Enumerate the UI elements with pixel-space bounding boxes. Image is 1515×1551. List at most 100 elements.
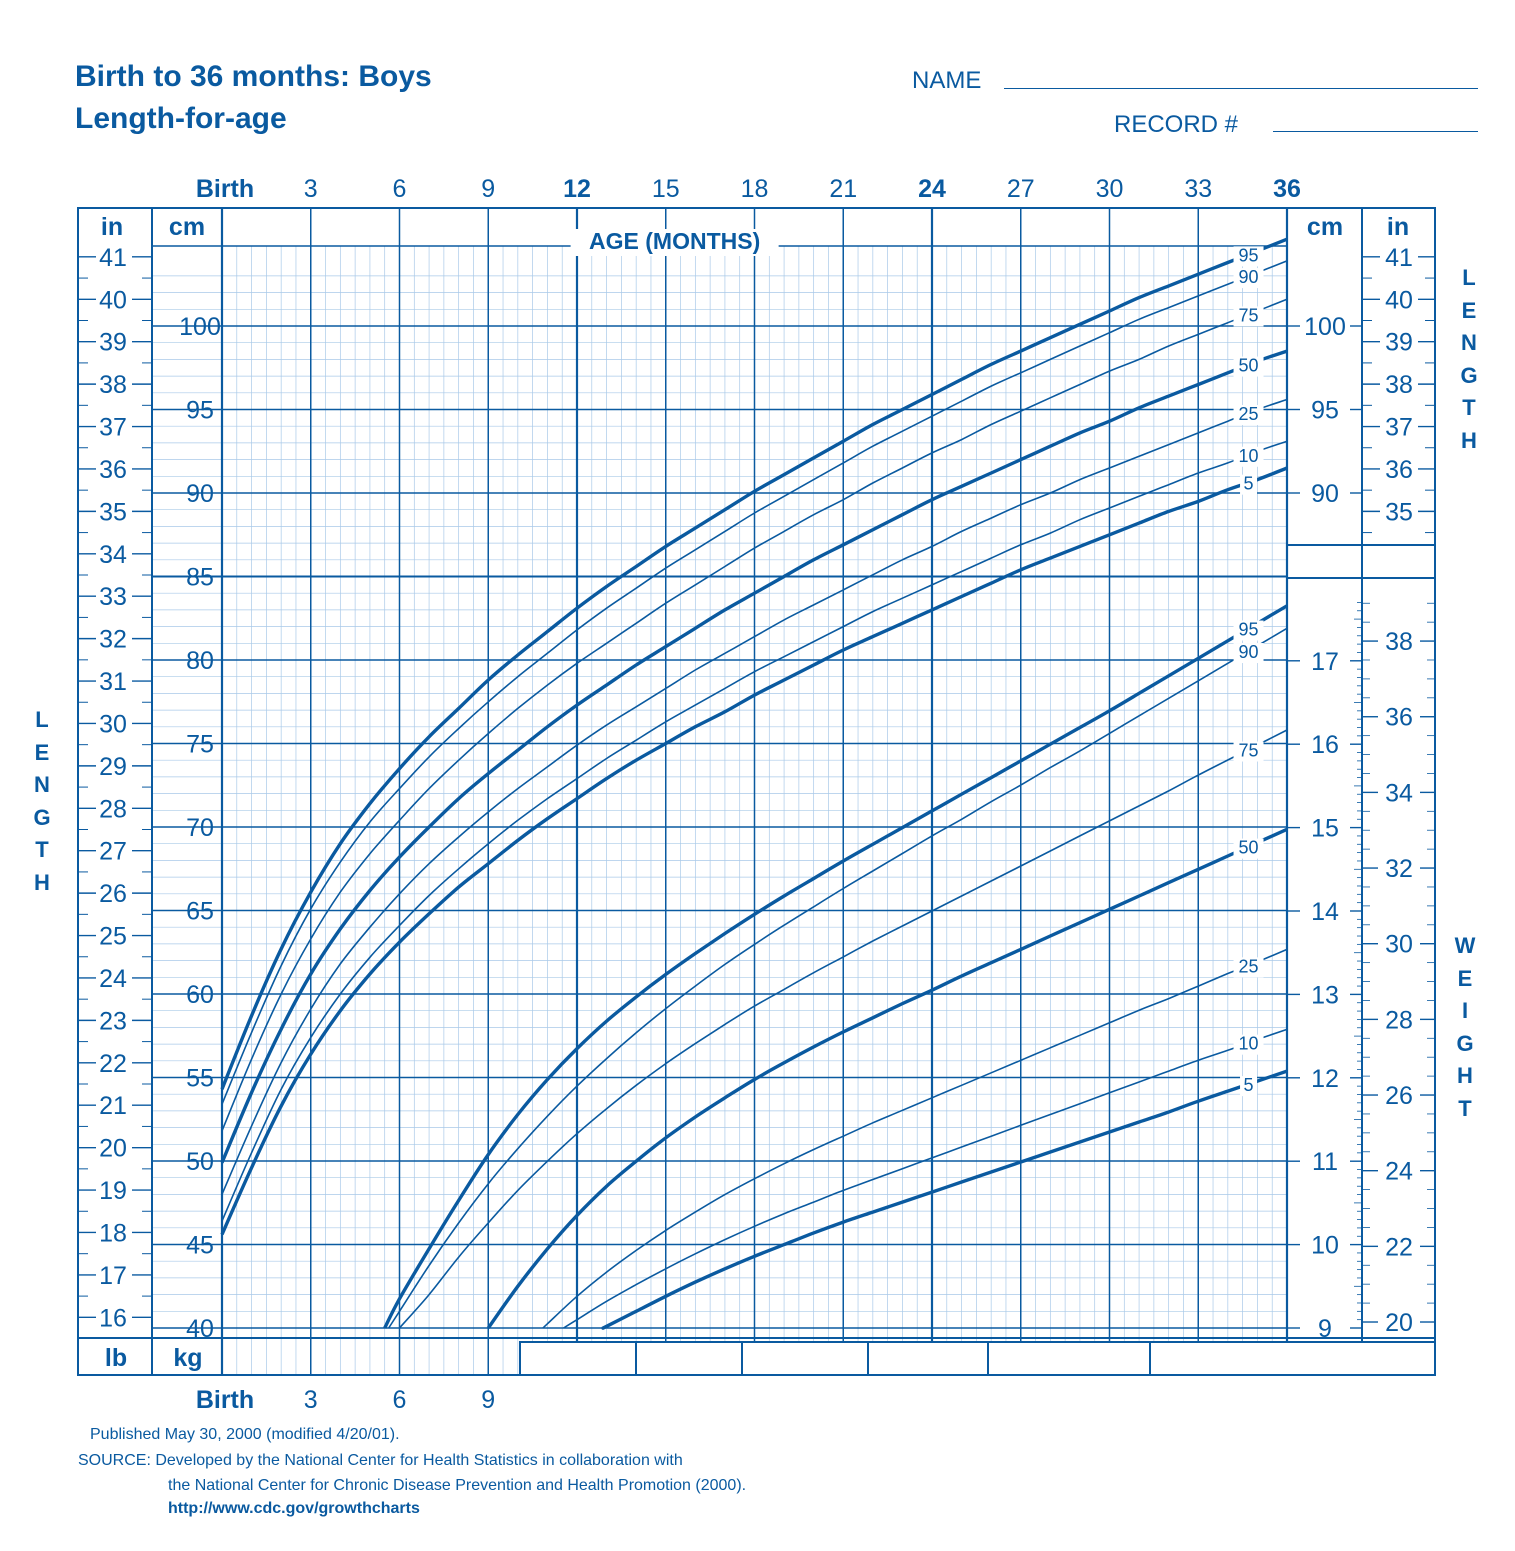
- in-tick-label-left: 40: [99, 286, 127, 314]
- x-tick-label-top: 30: [1096, 175, 1124, 203]
- x-tick-label-top: 33: [1184, 175, 1212, 203]
- weight-percentile-label-bg: [1233, 838, 1264, 859]
- x-axis-title: AGE (MONTHS): [589, 228, 760, 254]
- outer-frame: [77, 207, 1436, 1376]
- in-tick-label-left: 21: [99, 1092, 127, 1120]
- x-tick-label-bottom: 9: [481, 1386, 495, 1414]
- kg-tick-label: 11: [1312, 1148, 1338, 1176]
- length-percentile-label: 10: [1239, 446, 1259, 466]
- source-note: SOURCE: Developed by the National Center…: [78, 1452, 683, 1469]
- weight-curve-p25: [542, 948, 1288, 1329]
- in-tick-label-left: 20: [99, 1135, 127, 1163]
- x-tick-label-top: 12: [563, 175, 591, 203]
- unit-in-right: in: [1387, 213, 1409, 241]
- cm-tick-label-left: 65: [186, 898, 214, 926]
- weight-percentile-label-bg: [1233, 620, 1264, 641]
- weight-percentile-label: 5: [1244, 1075, 1254, 1095]
- in-tick-label-left: 16: [99, 1304, 127, 1332]
- kg-tick-label: 14: [1311, 898, 1339, 926]
- length-curve-p10: [221, 440, 1288, 1222]
- side-label-letter: E: [34, 739, 50, 765]
- x-tick-label-top: 3: [304, 175, 318, 203]
- unit-kg: kg: [173, 1344, 202, 1372]
- kg-tick-label: 17: [1311, 648, 1339, 676]
- cm-tick-label-left: 100: [179, 313, 221, 341]
- weight-curve-p10: [563, 1028, 1288, 1329]
- in-tick-label-right: 40: [1385, 286, 1413, 314]
- in-tick-label-left: 39: [99, 329, 127, 357]
- chart-title: Birth to 36 months: Boys: [75, 60, 432, 93]
- length-percentile-label-bg: [1240, 474, 1258, 495]
- source-url[interactable]: http://www.cdc.gov/growthcharts: [168, 1500, 420, 1517]
- length-percentile-label: 90: [1239, 267, 1259, 287]
- in-tick-label-right: 37: [1385, 414, 1413, 442]
- weight-percentile-label-bg: [1233, 741, 1264, 762]
- lb-tick-label: 30: [1385, 931, 1413, 959]
- in-tick-label-left: 17: [99, 1262, 127, 1290]
- weight-curve-p75: [398, 729, 1288, 1329]
- side-label-letter: E: [1457, 965, 1473, 991]
- x-tick-label-top: 27: [1007, 175, 1035, 203]
- cm-tick-label-left: 45: [186, 1232, 214, 1260]
- length-percentile-label: 95: [1239, 245, 1259, 265]
- cm-tick-label-left: 90: [186, 480, 214, 508]
- x-tick-label-top: Birth: [196, 175, 254, 203]
- weight-percentile-label: 95: [1239, 620, 1259, 640]
- length-percentile-label-bg: [1233, 356, 1264, 377]
- in-tick-label-right: 39: [1385, 329, 1413, 357]
- weight-percentile-label: 50: [1239, 838, 1259, 858]
- name-label: NAME: [912, 67, 982, 94]
- cm-tick-label-left: 80: [186, 647, 214, 675]
- in-tick-label-right: 36: [1385, 456, 1413, 484]
- kg-tick-label: 15: [1311, 815, 1339, 843]
- x-tick-label-top: 6: [393, 175, 407, 203]
- weight-percentile-label-bg: [1233, 1034, 1264, 1055]
- in-tick-label-left: 32: [99, 626, 127, 654]
- side-label-letter: G: [1460, 362, 1478, 388]
- length-percentile-label: 75: [1239, 305, 1259, 325]
- name-field[interactable]: [1004, 88, 1478, 89]
- weight-curve-p90: [388, 627, 1288, 1329]
- weight-percentile-label: 25: [1239, 956, 1259, 976]
- x-axis-title-bg: [570, 229, 779, 256]
- side-label-letter: H: [1457, 1063, 1473, 1088]
- length-curve-p5: [220, 466, 1288, 1236]
- lb-tick-label: 36: [1385, 704, 1413, 732]
- cm-tick-label-left: 95: [186, 397, 214, 425]
- weight-percentile-label-bg: [1233, 957, 1264, 978]
- side-label-letter: T: [1458, 1095, 1472, 1121]
- unit-in-left: in: [101, 213, 123, 241]
- side-label-letter: L: [1462, 265, 1476, 290]
- in-tick-label-left: 33: [99, 583, 127, 611]
- in-tick-label-left: 31: [99, 668, 127, 696]
- side-label-letter: T: [1462, 395, 1476, 420]
- in-tick-label-right: 41: [1385, 244, 1413, 272]
- cm-tick-label-left: 85: [186, 564, 214, 592]
- record-table: [519, 1341, 1436, 1376]
- length-percentile-label-bg: [1233, 268, 1264, 289]
- weight-curve-p50: [486, 827, 1288, 1329]
- side-label-letter: G: [33, 804, 51, 830]
- lb-tick-label: 38: [1385, 628, 1413, 656]
- unit-cm-right: cm: [1307, 213, 1343, 241]
- side-label-letter: H: [34, 869, 50, 895]
- weight-percentile-label-bg: [1240, 1076, 1258, 1097]
- side-label-letter: H: [1461, 427, 1477, 453]
- in-tick-label-left: 25: [99, 923, 127, 951]
- in-tick-label-left: 19: [99, 1177, 127, 1205]
- length-percentile-label-bg: [1233, 405, 1264, 426]
- kg-tick-label: 12: [1311, 1065, 1339, 1093]
- chart-subtitle: Length-for-age: [75, 102, 287, 135]
- minor-grid: [152, 246, 1288, 1375]
- record-field[interactable]: [1273, 131, 1478, 132]
- in-tick-label-right: 35: [1385, 498, 1413, 526]
- length-percentile-label-bg: [1233, 446, 1264, 467]
- x-tick-label-top: 15: [652, 175, 680, 203]
- lb-tick-label: 32: [1385, 855, 1413, 883]
- length-percentile-label-bg: [1233, 246, 1264, 267]
- kg-tick-label: 9: [1318, 1315, 1332, 1343]
- x-tick-label-bottom: 6: [393, 1386, 407, 1414]
